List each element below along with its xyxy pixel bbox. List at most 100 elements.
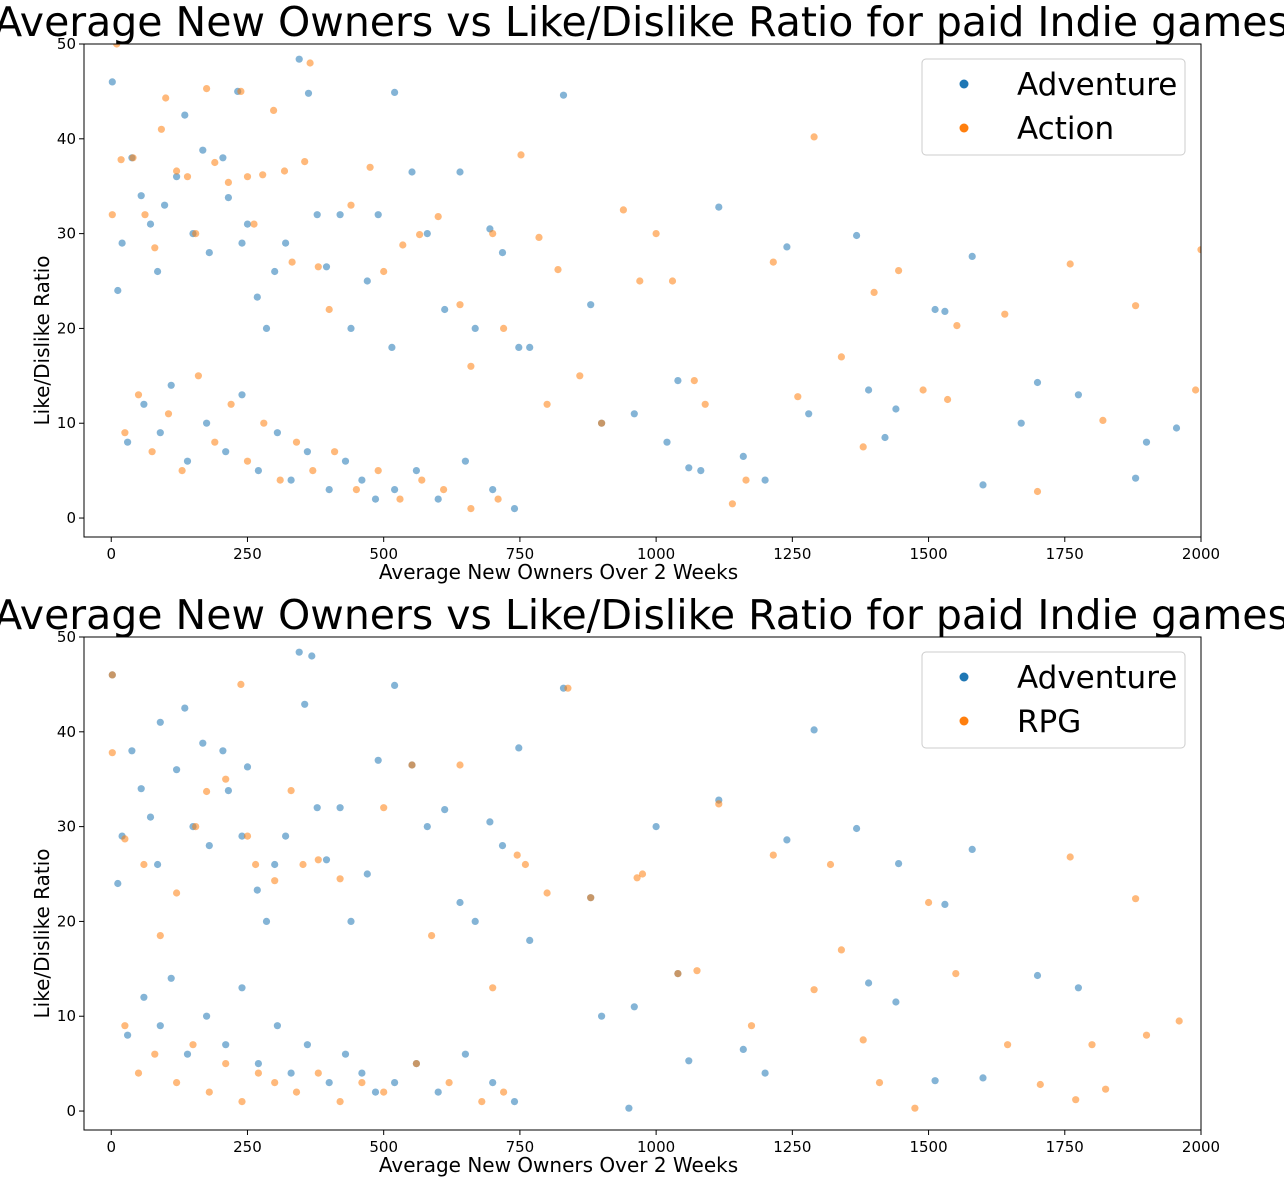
scatter-point: [859, 1036, 867, 1044]
scatter-point: [336, 804, 344, 812]
scatter-point: [148, 448, 156, 456]
scatter-point: [941, 307, 949, 315]
scatter-point: [295, 55, 303, 63]
scatter-point: [282, 239, 290, 247]
scatter-point: [1033, 378, 1042, 387]
scatter-point: [739, 1045, 747, 1053]
scatter-point: [205, 1088, 213, 1096]
scatter-point: [192, 230, 200, 238]
y-tick-label: 50: [57, 35, 76, 53]
scatter-point: [810, 726, 818, 734]
scatter-point: [697, 467, 705, 475]
scatter-point: [313, 804, 321, 812]
scatter-point: [598, 419, 606, 427]
scatter-point: [810, 133, 818, 141]
scatter-point: [222, 1041, 230, 1049]
x-tick-label: 1250: [773, 545, 811, 563]
scatter-point: [199, 739, 207, 747]
scatter-point: [371, 1088, 380, 1096]
scatter-point: [853, 231, 861, 240]
scatter-point: [151, 244, 159, 252]
scatter-point: [510, 1098, 519, 1106]
legend-label: Adventure: [1017, 660, 1177, 696]
scatter-point: [161, 201, 169, 209]
scatter-point: [1102, 1085, 1110, 1093]
scatter-point: [173, 766, 181, 774]
scatter-point: [418, 476, 426, 484]
scatter-point: [167, 381, 175, 389]
scatter-point: [952, 970, 960, 978]
scatter-point: [173, 173, 181, 181]
scatter-point: [238, 391, 246, 399]
scatter-point: [140, 993, 148, 1001]
series-rpg: [108, 671, 1183, 1112]
scatter-point: [388, 343, 396, 351]
scatter-point: [299, 860, 307, 869]
scatter-point: [1074, 984, 1082, 992]
points-layer: [108, 44, 1201, 513]
plot-frame: [83, 636, 1202, 1131]
scatter-point: [1017, 419, 1025, 427]
scatter-point: [154, 860, 162, 869]
scatter-point: [399, 241, 407, 249]
scatter-point: [498, 842, 507, 850]
scatter-point: [412, 1060, 420, 1068]
scatter-point: [554, 266, 562, 274]
scatter-point: [118, 239, 126, 247]
scatter-point: [826, 860, 835, 869]
scatter-point: [173, 889, 181, 897]
scatter-point: [219, 747, 227, 755]
scatter-point: [336, 211, 344, 219]
scatter-point: [728, 500, 737, 508]
scatter-point: [892, 998, 900, 1006]
scatter-point: [416, 231, 424, 239]
scatter-point: [211, 438, 219, 446]
scatter-point: [953, 322, 961, 330]
scatter-point: [295, 648, 303, 656]
scatter-point: [222, 1060, 230, 1068]
scatter-point: [564, 684, 572, 692]
scatter-point: [347, 201, 355, 209]
scatter-point: [358, 476, 366, 484]
scatter-point: [979, 1074, 987, 1082]
scatter-point: [199, 146, 207, 154]
scatter-point: [1132, 895, 1140, 903]
scatter-point: [134, 1069, 143, 1077]
scatter-point: [576, 372, 584, 380]
scatter-point: [515, 744, 523, 752]
scatter-point: [434, 213, 442, 221]
scatter-point: [108, 78, 116, 86]
scatter-point: [489, 230, 497, 238]
scatter-point: [331, 448, 339, 456]
scatter-point: [1088, 1041, 1096, 1049]
scatter-point: [301, 700, 309, 708]
scatter-point: [219, 154, 227, 162]
scatter-point: [1175, 1017, 1183, 1025]
scatter-point: [587, 894, 595, 902]
scatter-point: [243, 220, 252, 228]
scatter-point: [271, 267, 279, 276]
scatter-point: [489, 486, 497, 494]
chart-2: Average New Owners vs Like/Dislike Ratio…: [0, 591, 1284, 1177]
scatter-point: [668, 277, 677, 285]
scatter-point: [252, 860, 260, 869]
x-tick-label: 1500: [909, 1138, 947, 1156]
scatter-point: [535, 233, 543, 241]
scatter-point: [434, 495, 442, 503]
y-axis-label: Like/Dislike Ratio: [30, 256, 54, 426]
x-tick-label: 1000: [637, 1138, 675, 1156]
legend-marker: [959, 716, 969, 726]
scatter-point: [341, 1050, 350, 1058]
scatter-point: [254, 1060, 262, 1068]
x-tick-label: 750: [506, 545, 535, 563]
scatter-point: [769, 258, 777, 266]
y-tick-label: 50: [57, 628, 76, 646]
x-tick-label: 0: [106, 545, 116, 563]
scatter-point: [114, 286, 122, 295]
scatter-point: [141, 211, 149, 219]
scatter-point: [308, 652, 316, 660]
scatter-point: [304, 89, 313, 97]
scatter-point: [892, 405, 900, 413]
points-layer: [108, 648, 1183, 1112]
scatter-point: [925, 898, 933, 907]
